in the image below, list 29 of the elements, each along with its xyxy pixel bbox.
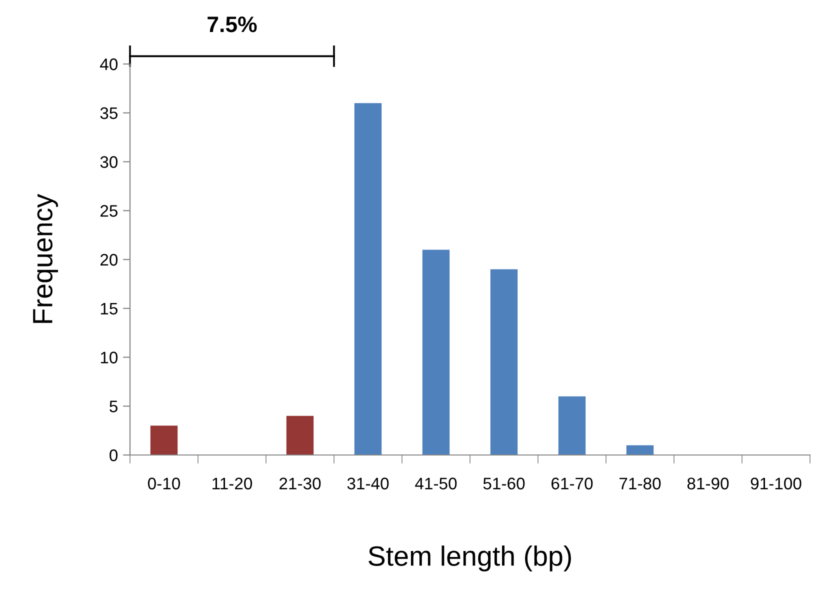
- y-tick-label: 30: [100, 156, 118, 168]
- bar: [150, 426, 178, 455]
- x-axis-title: Stem length (bp): [368, 546, 571, 572]
- y-tick-label: 10: [100, 352, 118, 364]
- y-tick-label: 5: [110, 400, 118, 412]
- x-tick-label: 61-70: [552, 478, 593, 490]
- y-tick-label: 20: [100, 254, 118, 266]
- x-tick-label: 31-40: [347, 478, 389, 490]
- bar: [558, 396, 586, 455]
- bar: [422, 250, 450, 455]
- y-tick-label: 15: [100, 302, 118, 315]
- x-tick-label: 0-10: [148, 478, 180, 490]
- y-tick-label: 0: [110, 449, 118, 462]
- x-tick-label: 71-80: [620, 478, 661, 490]
- x-tick-label: 11-20: [212, 478, 252, 490]
- bar: [490, 269, 518, 455]
- x-tick-label: 81-90: [687, 478, 729, 490]
- x-tick-label: 21-30: [280, 478, 321, 490]
- bar: [354, 103, 382, 455]
- text: 7.5%: [208, 16, 257, 32]
- bar: [626, 445, 654, 455]
- x-tick-label: 91-100: [750, 478, 802, 490]
- y-tick-label: 35: [100, 107, 118, 120]
- bar: [286, 416, 314, 455]
- x-tick-label: 41-50: [415, 478, 457, 490]
- x-tick-label: 51-60: [483, 478, 525, 490]
- y-axis-title: Frequency: [33, 194, 58, 323]
- y-tick-label: 25: [100, 205, 118, 217]
- y-tick-label: 40: [100, 58, 118, 70]
